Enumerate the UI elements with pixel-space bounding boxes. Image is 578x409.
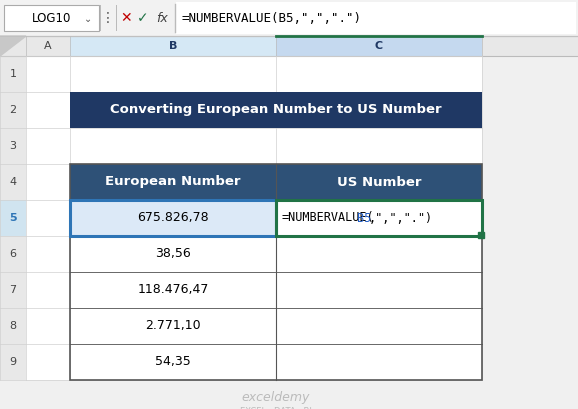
Bar	[26, 36, 70, 56]
Bar	[70, 164, 482, 380]
Text: B5: B5	[357, 211, 372, 225]
Text: US Number: US Number	[337, 175, 421, 189]
Bar	[176, 2, 576, 34]
Text: 118.476,47: 118.476,47	[138, 283, 209, 297]
Text: EXCEL · DATA · BI: EXCEL · DATA · BI	[240, 407, 312, 409]
Text: ,",","."): ,",",".")	[369, 211, 433, 225]
Bar	[0, 36, 578, 56]
Text: 675.826,78: 675.826,78	[137, 211, 209, 225]
Bar	[0, 128, 26, 164]
Text: A: A	[44, 41, 52, 51]
Bar	[70, 36, 276, 56]
Bar	[0, 308, 26, 344]
Text: exceldemy: exceldemy	[242, 391, 310, 405]
Text: Converting European Number to US Number: Converting European Number to US Number	[110, 103, 442, 117]
Bar	[276, 164, 482, 200]
Bar	[0, 344, 26, 380]
Text: ✕: ✕	[120, 11, 132, 25]
Bar	[70, 200, 276, 236]
Bar	[70, 200, 276, 236]
Text: 2: 2	[9, 105, 17, 115]
Bar	[0, 200, 26, 236]
Bar	[116, 5, 117, 31]
Text: C: C	[375, 41, 383, 51]
Text: 7: 7	[9, 285, 17, 295]
Bar	[0, 56, 26, 92]
Bar	[70, 164, 276, 200]
Text: 9: 9	[9, 357, 17, 367]
Text: 4: 4	[9, 177, 17, 187]
Bar	[276, 36, 482, 56]
Text: 5: 5	[9, 213, 17, 223]
Bar	[4, 5, 99, 31]
Text: European Number: European Number	[105, 175, 241, 189]
Bar	[0, 92, 26, 128]
Bar	[70, 92, 482, 128]
Text: 6: 6	[9, 249, 17, 259]
Text: =NUMBERVALUE(: =NUMBERVALUE(	[282, 211, 375, 225]
Bar	[276, 200, 482, 236]
Text: 1: 1	[9, 69, 17, 79]
Bar	[26, 56, 482, 380]
Text: ✓: ✓	[137, 11, 149, 25]
Bar	[0, 164, 26, 200]
Text: ⌄: ⌄	[84, 14, 92, 24]
Text: fx: fx	[156, 11, 168, 25]
Bar	[0, 236, 26, 272]
Text: 54,35: 54,35	[155, 355, 191, 369]
Text: ⋮: ⋮	[101, 11, 115, 25]
Text: LOG10: LOG10	[32, 11, 72, 25]
Text: 2.771,10: 2.771,10	[145, 319, 201, 333]
Text: B: B	[169, 41, 177, 51]
Bar	[0, 272, 26, 308]
Bar	[100, 5, 101, 31]
Text: 38,56: 38,56	[155, 247, 191, 261]
Polygon shape	[0, 36, 26, 56]
Bar	[0, 0, 578, 36]
Text: 3: 3	[9, 141, 17, 151]
Text: 8: 8	[9, 321, 17, 331]
Text: =NUMBERVALUE(B5,",","."): =NUMBERVALUE(B5,",",".")	[182, 11, 362, 25]
